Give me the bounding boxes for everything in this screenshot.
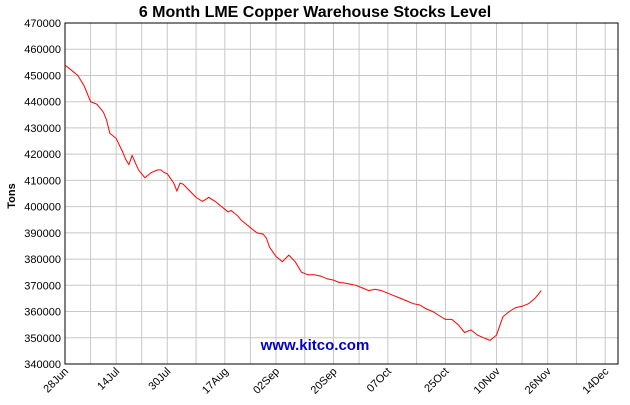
y-tick-label: 380000 xyxy=(24,254,61,266)
y-axis-label: Tons xyxy=(6,183,18,208)
series-line xyxy=(64,64,542,341)
x-tick-label: 02Sep xyxy=(251,366,282,397)
y-tick-label: 410000 xyxy=(24,175,61,187)
x-tick-label: 26Nov xyxy=(523,365,554,396)
y-tick-label: 460000 xyxy=(24,44,61,56)
x-tick-labels: 28Jun 14Jul 30Jul 17Aug 02Sep 20Sep 07Oct 25Oct… xyxy=(41,365,611,396)
y-tick-label: 450000 xyxy=(24,70,61,82)
x-tick-label: 20Sep xyxy=(309,366,340,397)
x-tick-label: 17Aug xyxy=(200,366,231,397)
y-tick-label: 370000 xyxy=(24,280,61,292)
x-tick-label: 14Dec xyxy=(580,365,611,396)
y-tick-label: 350000 xyxy=(24,333,61,345)
y-tick-label: 340000 xyxy=(24,359,61,371)
y-tick-label: 360000 xyxy=(24,307,61,319)
y-tick-label: 420000 xyxy=(24,149,61,161)
watermark-text: www.kitco.com xyxy=(260,337,370,354)
x-tick-label: 10Nov xyxy=(472,365,503,396)
x-tick-label: 30Jul xyxy=(146,366,173,393)
gridlines xyxy=(64,22,618,365)
x-tick-label: 14Jul xyxy=(95,366,122,393)
y-tick-label: 470000 xyxy=(24,18,61,30)
y-tick-labels: 340000 350000 360000 370000 380000 390000 4000… xyxy=(24,18,61,371)
y-tick-label: 390000 xyxy=(24,228,61,240)
x-tick-label: 25Oct xyxy=(422,366,451,395)
plot-frame xyxy=(64,22,619,365)
y-tick-label: 400000 xyxy=(24,202,61,214)
y-tick-label: 430000 xyxy=(24,123,61,135)
x-tick-label: 07Oct xyxy=(365,366,394,395)
series-layer xyxy=(64,64,542,341)
chart-title: 6 Month LME Copper Warehouse Stocks Leve… xyxy=(139,4,491,21)
y-tick-label: 440000 xyxy=(24,97,61,109)
